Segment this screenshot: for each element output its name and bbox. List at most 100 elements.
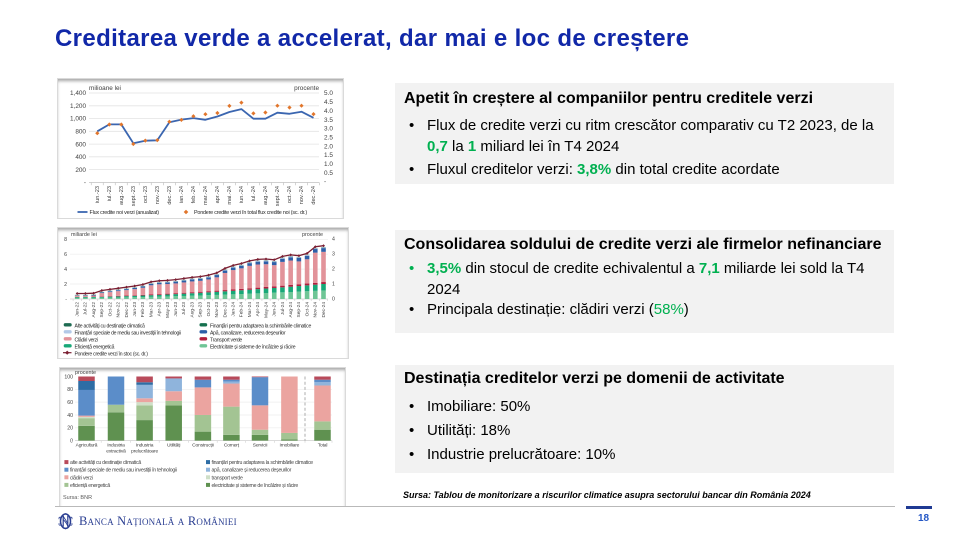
svg-text:4: 4: [332, 237, 335, 243]
svg-text:iun.-24: iun.-24: [239, 186, 245, 203]
svg-text:Jun-23: Jun-23: [173, 302, 179, 317]
svg-text:Total: Total: [318, 443, 328, 449]
svg-text:Mar-24: Mar-24: [247, 302, 253, 318]
svg-text:nov.-24: nov.-24: [299, 186, 305, 204]
svg-text:-: -: [65, 297, 67, 303]
svg-text:Electricitate și sisteme de în: Electricitate și sisteme de încălzire și…: [210, 344, 296, 350]
svg-text:finanțări pentru adaptarea la: finanțări pentru adaptarea la schimbăril…: [212, 460, 314, 466]
svg-text:procente: procente: [75, 370, 96, 376]
svg-text:sept.-24: sept.-24: [275, 186, 281, 206]
svg-text:Imobiliare: Imobiliare: [280, 443, 300, 449]
svg-text:Jan-24: Jan-24: [230, 302, 236, 317]
svg-text:Alte activități cu destinație: Alte activități cu destinație climatică: [75, 323, 146, 329]
svg-text:Nov-22: Nov-22: [115, 302, 121, 318]
svg-text:iul.-24: iul.-24: [251, 186, 257, 201]
svg-text:Jul-24: Jul-24: [280, 302, 286, 315]
svg-text:Oct-22: Oct-22: [107, 302, 113, 317]
svg-text:aug.-23: aug.-23: [119, 186, 125, 205]
svg-text:8: 8: [64, 237, 67, 243]
svg-text:Dec-22: Dec-22: [124, 302, 130, 318]
svg-text:1.0: 1.0: [324, 161, 333, 168]
svg-text:600: 600: [75, 141, 86, 148]
svg-text:4: 4: [64, 267, 67, 273]
svg-text:Dec-23: Dec-23: [222, 302, 228, 318]
svg-text:20: 20: [67, 426, 73, 432]
svg-text:prelucrătoare: prelucrătoare: [131, 449, 158, 455]
svg-text:400: 400: [75, 154, 86, 161]
svg-text:100: 100: [64, 374, 73, 380]
svg-text:Comerț: Comerț: [224, 443, 240, 449]
svg-text:5.0: 5.0: [324, 90, 333, 97]
svg-text:0: 0: [332, 297, 335, 303]
svg-text:finanțări speciale de mediu sa: finanțări speciale de mediu sau investiț…: [70, 468, 177, 474]
svg-text:apă, canalizare și reducerea d: apă, canalizare și reducerea deșeurilor: [212, 468, 292, 474]
svg-text:Construcții: Construcții: [192, 443, 214, 449]
svg-text:40: 40: [67, 413, 73, 419]
svg-text:Industria: Industria: [136, 443, 154, 449]
svg-text:Transport verde: Transport verde: [210, 337, 242, 343]
svg-text:milioane lei: milioane lei: [89, 85, 121, 92]
svg-text:60: 60: [67, 400, 73, 406]
svg-text:1.5: 1.5: [324, 152, 333, 159]
svg-text:Aug-24: Aug-24: [288, 302, 294, 318]
svg-text:Oct-24: Oct-24: [304, 302, 310, 317]
svg-text:Jul-22: Jul-22: [83, 302, 89, 315]
svg-text:Utilități: Utilități: [167, 443, 180, 449]
svg-text:alte activități cu destinație: alte activități cu destinație climatică: [70, 460, 141, 466]
svg-text:eficiență energetică: eficiență energetică: [70, 483, 110, 489]
svg-text:Jun-22: Jun-22: [74, 302, 80, 317]
svg-text:mai.-24: mai.-24: [227, 186, 233, 205]
svg-text:3: 3: [332, 252, 335, 258]
svg-text:Feb-23: Feb-23: [140, 302, 146, 318]
svg-text:Agricultură: Agricultură: [76, 443, 98, 449]
svg-text:3.0: 3.0: [324, 126, 333, 133]
svg-text:Sep-22: Sep-22: [99, 302, 105, 318]
svg-text:1,000: 1,000: [70, 116, 86, 123]
svg-text:Flux credite noi verzi (anuali: Flux credite noi verzi (anualizat): [90, 210, 160, 216]
svg-text:Aug-23: Aug-23: [189, 302, 195, 318]
svg-text:-: -: [324, 179, 326, 186]
svg-text:Mar-23: Mar-23: [148, 302, 154, 318]
svg-text:Jan-23: Jan-23: [132, 302, 138, 317]
svg-text:-: -: [84, 180, 86, 187]
svg-text:mar.-24: mar.-24: [203, 186, 209, 205]
svg-text:0.5: 0.5: [324, 170, 333, 177]
svg-text:2: 2: [332, 267, 335, 273]
svg-text:0: 0: [70, 438, 73, 444]
svg-text:Eficiență energetică: Eficiență energetică: [75, 344, 115, 350]
svg-text:oct.-24: oct.-24: [287, 186, 293, 203]
svg-text:Sep-23: Sep-23: [198, 302, 204, 318]
svg-text:clădiri verzi: clădiri verzi: [70, 475, 93, 481]
svg-text:sept.-23: sept.-23: [131, 186, 137, 206]
svg-text:800: 800: [75, 129, 86, 136]
svg-text:Sursa: BNR: Sursa: BNR: [63, 495, 92, 501]
svg-text:2: 2: [64, 282, 67, 288]
svg-text:transport verde: transport verde: [212, 475, 244, 481]
svg-text:4.5: 4.5: [324, 99, 333, 106]
svg-text:feb.-24: feb.-24: [191, 186, 197, 203]
svg-text:Nov-23: Nov-23: [214, 302, 220, 318]
svg-text:iul.-23: iul.-23: [107, 186, 113, 201]
svg-text:Industria: Industria: [107, 443, 125, 449]
svg-text:dec.-23: dec.-23: [167, 186, 173, 205]
svg-text:aug.-24: aug.-24: [263, 186, 269, 205]
svg-text:3.5: 3.5: [324, 117, 333, 124]
svg-text:May-23: May-23: [165, 302, 171, 318]
svg-text:iun.-23: iun.-23: [95, 186, 101, 203]
svg-text:oct.-23: oct.-23: [143, 186, 149, 203]
svg-text:4.0: 4.0: [324, 108, 333, 115]
svg-text:extractivă: extractivă: [106, 449, 126, 455]
svg-text:May-24: May-24: [263, 302, 269, 318]
svg-text:apr.-24: apr.-24: [215, 186, 221, 203]
svg-text:miliarde lei: miliarde lei: [71, 232, 97, 238]
svg-text:Dec-24: Dec-24: [321, 302, 327, 318]
svg-text:1: 1: [332, 282, 335, 288]
svg-text:procente: procente: [294, 85, 319, 92]
svg-text:Pondere credite verzi în total: Pondere credite verzi în total flux cred…: [194, 210, 307, 216]
svg-text:ian.-24: ian.-24: [179, 186, 185, 203]
svg-text:Apr-24: Apr-24: [255, 302, 261, 317]
svg-text:Apă, canalizare, reducerea deș: Apă, canalizare, reducerea deșeurilor: [210, 330, 286, 336]
svg-text:Apr-23: Apr-23: [157, 302, 163, 317]
svg-text:Finanțări speciale de mediu sa: Finanțări speciale de mediu sau investiț…: [75, 330, 181, 336]
svg-text:200: 200: [75, 167, 86, 174]
